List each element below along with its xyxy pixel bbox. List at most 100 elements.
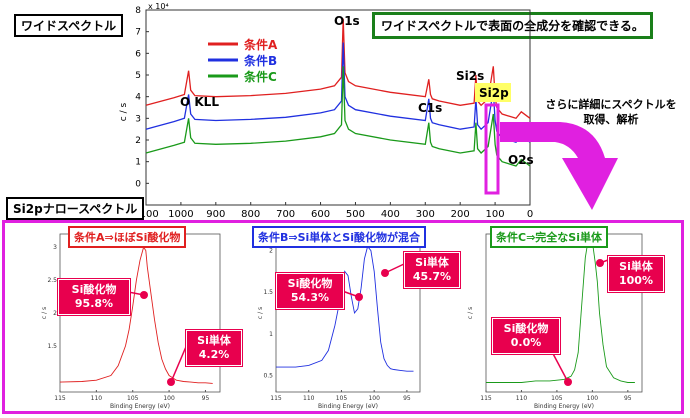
detail-note-line2: 取得、解析 [583,113,639,126]
panel-a-title: 条件A⇒ほぼSi酸化物 [68,226,187,248]
panel-c-title: 条件C⇒完全なSi単体 [490,226,608,248]
annotation-si2p: Si2p [479,86,509,100]
callout-c-oxide-value: 0.0% [510,336,542,349]
narrow-b-x-tick-label: 95 [403,395,411,402]
wide-spectrum-title: ワイドスペクトル [14,14,124,37]
wide-y-tick-label: 3 [135,114,141,124]
narrow-a-marker-1 [167,378,175,386]
narrow-a-x-tick-label: 110 [91,395,103,402]
narrow-b-x-axis-label: Binding Energy (eV) [318,403,378,410]
narrow-b-y-tick-label: 1.5 [263,289,273,296]
magenta-arrow [500,122,618,210]
wide-y-tick-label: 1 [135,158,141,168]
narrow-panel-frame [2,220,684,414]
narrow-b-line [276,245,414,372]
si2p-highlight-box [484,103,500,195]
callout-b-oxide-label: Si酸化物 [287,277,333,290]
wide-y-tick-label: 8 [135,6,141,16]
wide-series-line-c [145,66,531,167]
wide-x-tick-label: 700 [276,209,295,220]
wide-y-axis-label: c / s [119,103,129,122]
narrow-b-y-tick-label: 2 [269,248,273,255]
narrow-b-x-tick-label: 105 [336,395,348,402]
callout-b-si: Si単体 45.7% [404,252,460,288]
narrow-a-x-tick-label: 115 [54,395,66,402]
callout-a-si-label: Si単体 [197,334,231,347]
wide-spectrum-chart: 110010009008007006005004003002001000-101… [119,2,534,220]
wide-y-tick-label: 2 [135,136,141,146]
callout-c-si: Si単体 100% [608,256,664,292]
wide-x-tick-label: 100 [486,209,505,220]
callout-a-oxide-label: Si酸化物 [71,283,117,296]
wide-y-multiplier: x 10⁴ [148,2,169,11]
narrow-a-line [59,246,213,384]
narrow-a-x-tick-label: 100 [163,395,175,402]
wide-x-tick-label: 600 [311,209,330,220]
callout-c-si-label: Si単体 [619,260,653,273]
narrow-b-y-tick-label: 0.5 [263,372,273,379]
narrow-a-y-axis-label: c / s [41,307,48,319]
wide-x-tick-label: 200 [451,209,470,220]
wide-x-tick-label: 1100 [133,209,158,220]
narrow-b-marker-0 [355,293,363,301]
narrow-c-y-axis-label: c / s [467,307,474,319]
annotation-o-kll: O KLL [180,95,219,109]
wide-y-tick-label: 6 [135,49,141,59]
narrow-a-marker-0 [140,291,148,299]
narrow-spectrum-title: Si2pナロースペクトル [6,197,145,220]
narrow-b-marker-1 [381,269,389,277]
annotation-c1s: C1s [418,101,442,115]
wide-x-tick-label: 400 [381,209,400,220]
narrow-a-leader-1 [170,341,189,383]
narrow-c-x-tick-label: 105 [551,395,563,402]
narrow-b-x-tick-label: 110 [303,395,315,402]
annotation-o1s: O1s [334,14,360,28]
callout-a-oxide-value: 95.8% [74,297,114,310]
wide-series-line-a [145,18,531,120]
wide-series-line-b [145,42,531,143]
legend-label-c: 条件C [243,69,277,84]
narrow-spectra-charts: 115 110 105 100 95 1.5 2 2.5 3 Binding Energy (eV… [41,232,643,410]
narrow-c-marker-0 [596,259,604,267]
wide-y-tick-label: 4 [135,93,141,103]
narrow-b-x-tick-label: 115 [270,395,282,402]
wide-x-tick-label: 1000 [168,209,193,220]
wide-x-tick-label: 300 [416,209,435,220]
callout-c-oxide: Si酸化物 0.0% [492,318,560,354]
narrow-a-y-tick-label: 1.5 [47,343,57,350]
callout-a-oxide: Si酸化物 95.8% [58,279,130,315]
wide-spectrum-note: ワイドスペクトルで表面の全成分を確認できる。 [372,12,653,39]
callout-c-si-value: 100% [619,274,653,287]
wide-x-tick-label: 800 [241,209,260,220]
callout-b-si-label: Si単体 [415,256,449,269]
narrow-a-x-tick-label: 105 [127,395,139,402]
narrow-c-x-tick-label: 95 [624,395,632,402]
narrow-b-plot-frame [275,233,421,393]
callout-c-oxide-label: Si酸化物 [503,322,549,335]
annotation-o2s: O2s [508,153,534,167]
narrow-c-marker-1 [564,378,572,386]
annotation-si2p-highlight [475,83,511,102]
detail-note: さらに詳細にスペクトルを 取得、解析 [536,97,686,127]
annotation-si2s: Si2s [456,69,484,83]
narrow-a-y-tick-label: 2 [53,310,57,317]
callout-b-oxide-value: 54.3% [290,291,330,304]
callout-b-oxide: Si酸化物 54.3% [276,273,344,309]
narrow-a-x-tick-label: 95 [202,395,210,402]
narrow-b-y-axis-label: c / s [257,307,264,319]
wide-x-tick-label: 500 [346,209,365,220]
panel-b-title: 条件B⇒Si単体とSi酸化物が混合 [252,226,426,248]
detail-note-line1: さらに詳細にスペクトルを [545,98,677,111]
legend-label-a: 条件A [243,37,278,52]
callout-b-si-value: 45.7% [412,270,452,283]
magenta-arrow-shape [500,122,618,210]
callout-a-si: Si単体 4.2% [186,330,242,366]
wide-y-tick-label: 7 [135,28,141,38]
narrow-c-x-axis-label: Binding Energy (eV) [534,403,594,410]
wide-plot-frame [145,9,531,206]
wide-x-tick-label: 900 [206,209,225,220]
narrow-c-x-tick-label: 100 [587,395,599,402]
narrow-a-x-axis-label: Binding Energy (eV) [110,403,170,410]
narrow-c-x-tick-label: 115 [480,395,492,402]
legend-label-b: 条件B [243,53,277,68]
